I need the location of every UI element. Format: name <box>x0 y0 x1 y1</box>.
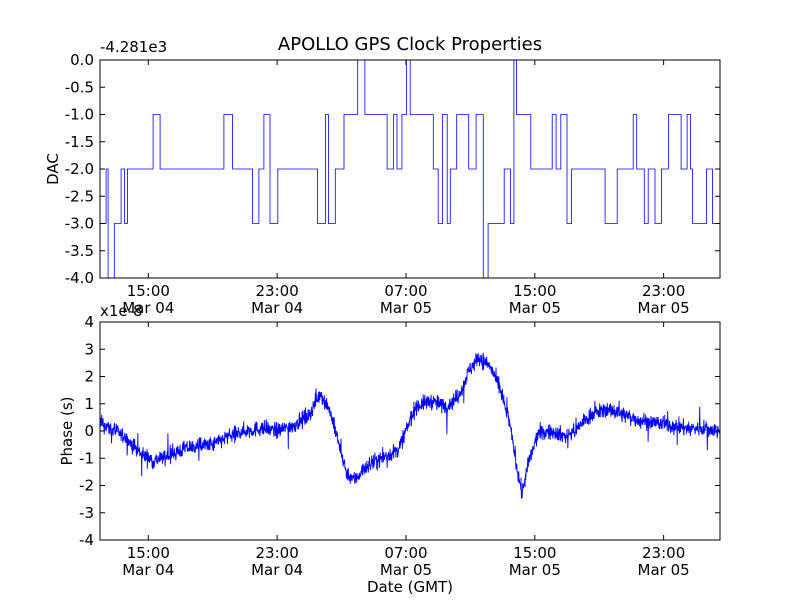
x-tick-time-label: 15:00 <box>127 544 170 562</box>
dac-offset-label: -4.281e3 <box>100 38 167 56</box>
x-tick-date-label: Mar 04 <box>122 561 174 579</box>
y-tick-label: 4 <box>84 313 94 331</box>
x-tick-date-label: Mar 05 <box>509 299 561 317</box>
y-tick-label: -4.0 <box>65 269 94 287</box>
x-tick-date-label: Mar 04 <box>251 299 303 317</box>
dac-ticks: 0.0 -0.5 -1.0 -1.5 -2.0 -2.5 -3.0 -3.5 -4.0 15:00… <box>65 51 720 317</box>
y-tick-label: -0.5 <box>65 78 94 96</box>
phase-series-line <box>99 352 721 499</box>
x-tick-date-label: Mar 05 <box>509 561 561 579</box>
y-tick-label: -1.0 <box>65 106 94 124</box>
y-tick-label: -3 <box>79 504 94 522</box>
y-tick-label: -2 <box>79 477 94 495</box>
x-tick-time-label: 23:00 <box>256 544 299 562</box>
y-tick-label: -2.0 <box>65 160 94 178</box>
x-tick-date-label: Mar 04 <box>251 561 303 579</box>
phase-x-axis-label: Date (GMT) <box>367 578 453 596</box>
x-tick-date-label: Mar 05 <box>638 299 690 317</box>
x-tick-date-label: Mar 05 <box>638 561 690 579</box>
x-tick-time-label: 23:00 <box>642 282 685 300</box>
x-tick-date-label: Mar 05 <box>380 299 432 317</box>
y-tick-label: -1.5 <box>65 133 94 151</box>
x-tick-time-label: 07:00 <box>384 282 427 300</box>
y-tick-label: -3.5 <box>65 242 94 260</box>
x-tick-date-label: Mar 04 <box>122 299 174 317</box>
x-tick-date-label: Mar 05 <box>380 561 432 579</box>
x-tick-time-label: 23:00 <box>256 282 299 300</box>
dac-y-axis-label: DAC <box>44 153 62 185</box>
figure-title: APOLLO GPS Clock Properties <box>278 34 542 55</box>
y-tick-label: 0.0 <box>70 51 94 69</box>
x-tick-time-label: 15:00 <box>513 544 556 562</box>
y-tick-label: 0 <box>84 422 94 440</box>
y-tick-label: -3.0 <box>65 215 94 233</box>
y-tick-label: -1 <box>79 449 94 467</box>
x-tick-time-label: 23:00 <box>642 544 685 562</box>
dac-panel: 0.0 -0.5 -1.0 -1.5 -2.0 -2.5 -3.0 -3.5 -4.0 15:00… <box>44 38 721 317</box>
x-tick-time-label: 07:00 <box>384 544 427 562</box>
y-tick-label: 2 <box>84 368 94 386</box>
y-tick-label: 1 <box>84 395 94 413</box>
phase-y-axis-label: Phase (s) <box>58 396 76 465</box>
dac-series-line <box>100 59 720 279</box>
y-tick-label: -4 <box>79 531 94 549</box>
x-tick-time-label: 15:00 <box>513 282 556 300</box>
y-tick-label: 3 <box>84 340 94 358</box>
dac-series <box>100 59 720 279</box>
y-tick-label: -2.5 <box>65 187 94 205</box>
x-tick-time-label: 15:00 <box>127 282 170 300</box>
phase-series <box>99 352 721 499</box>
phase-offset-label: x1e-8 <box>100 302 143 320</box>
